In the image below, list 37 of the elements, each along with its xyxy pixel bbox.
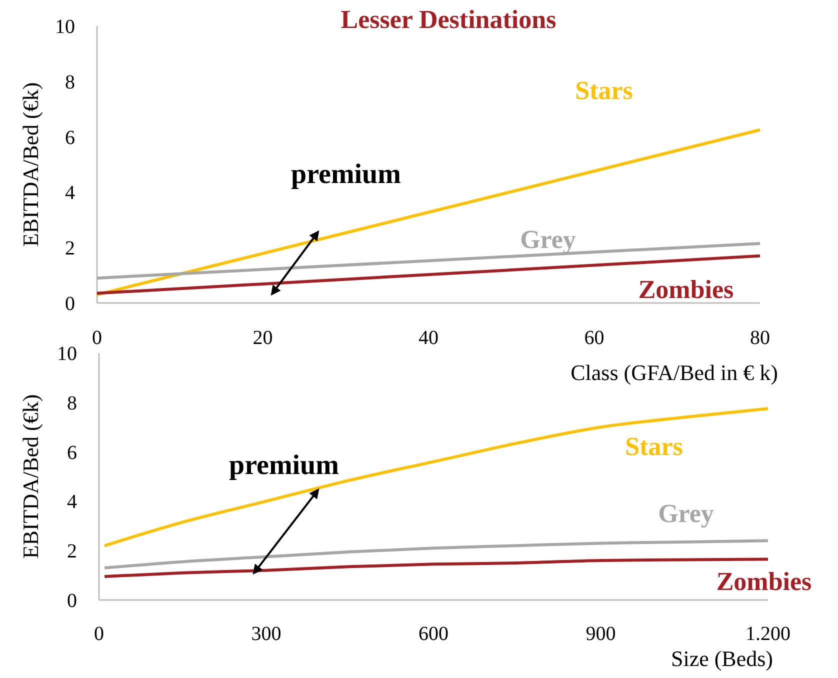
y-tick-label: 0 [65, 293, 75, 315]
y-tick-label: 8 [65, 71, 75, 94]
x-axis-title: Class (GFA/Bed in € k) [570, 360, 778, 385]
y-tick-label: 10 [57, 343, 77, 365]
y-tick-label: 2 [67, 540, 77, 563]
y-tick-label: 4 [67, 491, 77, 514]
x-axis-title: Size (Beds) [670, 646, 773, 671]
x-tick-label: 0 [92, 327, 102, 349]
series-label: Zombies [638, 275, 734, 304]
x-tick-label: 1.200 [746, 623, 790, 645]
y-axis-title: EBITDA/Bed (€k) [18, 394, 43, 559]
series-label: Stars [625, 432, 683, 461]
x-tick-label: 20 [252, 327, 273, 349]
y-tick-label: 0 [67, 590, 77, 612]
series-label: Grey [520, 225, 576, 254]
x-tick-label: 900 [586, 623, 616, 645]
chart-title: Lesser Destinations [340, 5, 556, 34]
y-axis-title: EBITDA/Bed (€k) [18, 82, 43, 247]
x-tick-label: 80 [750, 327, 770, 349]
x-tick-label: 60 [584, 327, 604, 349]
y-tick-label: 4 [65, 182, 75, 204]
annotation: premium [229, 450, 339, 481]
y-tick-label: 10 [55, 16, 75, 38]
y-tick-label: 6 [67, 442, 77, 464]
series-label: Zombies [716, 567, 812, 596]
x-tick-label: 300 [251, 623, 282, 645]
x-tick-label: 600 [418, 623, 448, 645]
annotation: premium [291, 159, 401, 190]
text: Stars [575, 76, 633, 105]
series-label: Grey [658, 499, 714, 528]
x-tick-label: 40 [418, 327, 438, 349]
y-tick-label: 6 [65, 126, 75, 149]
line-series [103, 407, 770, 548]
x-tick-label: 0 [94, 623, 104, 645]
line-series [103, 539, 770, 570]
y-tick-label: 2 [65, 238, 75, 260]
y-tick-label: 8 [67, 392, 77, 414]
